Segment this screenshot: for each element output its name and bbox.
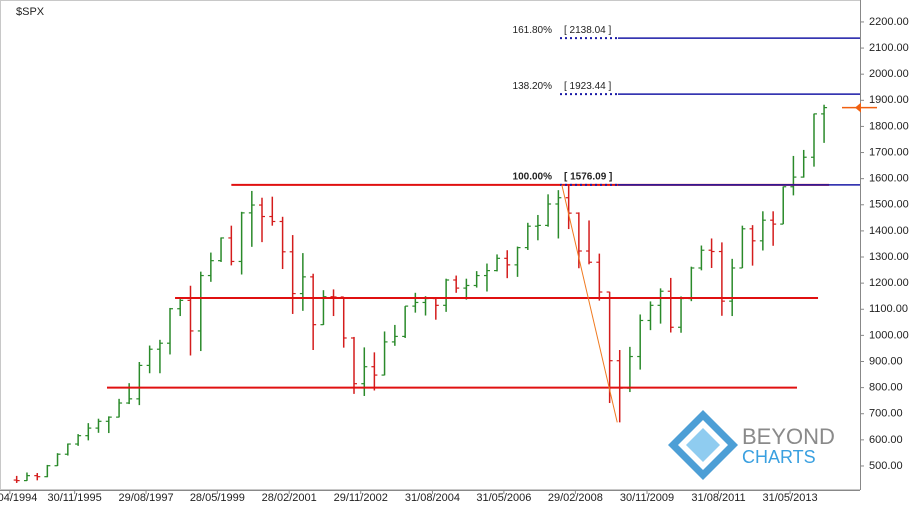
plot-area [0, 0, 861, 490]
y-tick-label: 700.00 [869, 408, 903, 420]
y-tick-label: 1000.00 [869, 329, 909, 341]
x-tick-label: 30/11/2009 [620, 492, 674, 504]
chart-title: $SPX [16, 6, 45, 18]
x-tick-label: 28/02/2001 [262, 492, 317, 504]
x-tick-label: 29/08/1997 [119, 492, 174, 504]
watermark-logo [668, 410, 738, 480]
y-tick-label: 2200.00 [869, 16, 909, 28]
y-tick-label: 1400.00 [869, 225, 909, 237]
fib-name: 100.00% [513, 172, 553, 183]
watermark-text: BEYOND [742, 424, 835, 449]
fib-name: 161.80% [513, 25, 553, 36]
x-tick-label: 31/08/2004 [405, 492, 460, 504]
x-tick-label: 31/05/2006 [476, 492, 531, 504]
y-tick-label: 1200.00 [869, 277, 909, 289]
last-price-arrow [855, 102, 861, 113]
y-tick-label: 600.00 [869, 434, 903, 446]
fib-value-label: [ 1923.44 ] [564, 81, 611, 92]
y-tick-label: 1300.00 [869, 251, 909, 263]
y-tick-label: 800.00 [869, 382, 903, 394]
y-tick-label: 1700.00 [869, 146, 909, 158]
fib-anchor-line [561, 184, 618, 423]
fib-value-label: [ 2138.04 ] [564, 25, 611, 36]
y-tick-label: 1100.00 [869, 303, 908, 315]
y-tick-label: 900.00 [869, 355, 903, 367]
x-tick-label: 31/05/2013 [763, 492, 818, 504]
fib-name: 138.20% [513, 81, 553, 92]
fib-value-label: [ 1576.09 ] [564, 172, 612, 183]
x-tick-label: 29/11/2002 [334, 492, 388, 504]
x-tick-label: 30/04/1994 [0, 492, 37, 504]
x-tick-label: 28/05/1999 [190, 492, 245, 504]
x-tick-label: 29/02/2008 [548, 492, 603, 504]
y-tick-label: 1600.00 [869, 173, 909, 185]
y-tick-label: 1500.00 [869, 199, 909, 211]
y-tick-label: 2100.00 [869, 42, 909, 54]
watermark-text: CHARTS [742, 447, 816, 467]
y-tick-label: 500.00 [869, 460, 903, 472]
y-tick-label: 2000.00 [869, 68, 909, 80]
x-tick-label: 30/11/1995 [48, 492, 102, 504]
y-tick-label: 1900.00 [869, 94, 909, 106]
logo-diamond-core [686, 428, 720, 462]
y-tick-label: 1800.00 [869, 120, 909, 132]
x-tick-label: 31/08/2011 [691, 492, 745, 504]
